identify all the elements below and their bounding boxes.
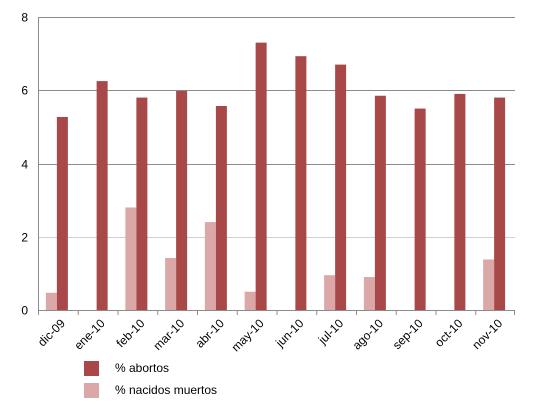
bar-nacidos-muertos [363,277,375,310]
x-tick-labels: dic-09 ene-10 feb-10 mar-10 abr-10 may-10 jun-… [35,316,505,354]
x-tick-label: may-10 [229,316,267,354]
y-tick-labels: 0 2 4 6 8 [21,11,28,318]
legend-label-nacidos-muertos: % nacidos muertos [115,383,218,397]
y-tick-label: 0 [21,304,28,318]
bar-nacidos-muertos [483,259,495,310]
bar-abortos [335,64,347,310]
x-tick-label: feb-10 [114,316,148,350]
legend-item-abortos: % abortos [84,358,217,378]
bar-nacidos-muertos [125,207,137,310]
legend-swatch-nacidos-muertos [84,382,99,398]
x-tick-label: mar-10 [150,316,187,353]
bar-abortos [255,42,267,310]
bar-nacidos-muertos [45,292,57,310]
bar-abortos [414,108,426,310]
bar-nacidos-muertos [324,275,336,310]
gridlines [38,17,515,238]
x-tick-label: abr-10 [193,316,228,351]
legend-item-nacidos-muertos: % nacidos muertos [84,380,217,400]
bar-nacidos-muertos [204,222,216,310]
bar-abortos [96,81,108,310]
x-tick-label: nov-10 [469,316,505,352]
bar-abortos [494,97,506,310]
x-tick-label: sep-10 [390,316,426,352]
x-tick-label: jun-10 [272,316,306,350]
y-tick-label: 2 [21,231,28,245]
x-tick-label: ene-10 [71,316,108,353]
legend: % abortos % nacidos muertos [84,358,217,402]
axes [38,17,515,315]
bar-nacidos-muertos [244,291,256,310]
x-tick-label: dic-09 [35,316,68,349]
bar-abortos [215,105,227,310]
y-tick-label: 8 [21,11,28,25]
x-tick-label: jul-10 [315,316,347,348]
bar-abortos [56,116,68,310]
bar-abortos [295,56,307,310]
y-tick-label: 6 [21,84,28,98]
bar-abortos [176,90,188,310]
x-tick-label: oct-10 [432,316,466,350]
bar-abortos [454,93,466,310]
bar-abortos [136,97,148,310]
bar-abortos [374,95,386,311]
y-tick-label: 4 [21,158,28,172]
legend-swatch-abortos [84,360,99,376]
legend-label-abortos: % abortos [115,361,170,375]
x-tick-label: ago-10 [350,316,387,353]
bar-nacidos-muertos [165,257,177,310]
bars [45,42,506,311]
